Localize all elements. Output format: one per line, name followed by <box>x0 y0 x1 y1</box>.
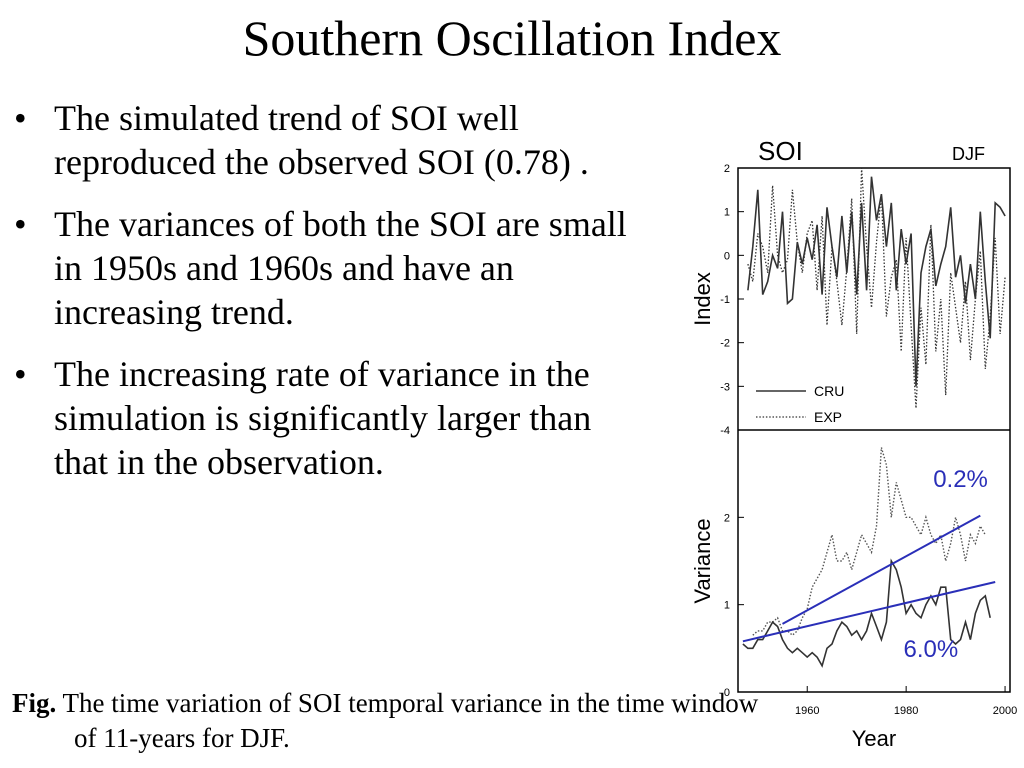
y-tick-label: 2 <box>724 512 730 524</box>
x-axis-label: Year <box>852 726 896 751</box>
y-tick-label: 1 <box>724 207 730 219</box>
cru-trend-annotation: 6.0% <box>904 636 959 663</box>
x-tick-label: 2000 <box>993 705 1017 717</box>
y-tick-label: 2 <box>724 163 730 175</box>
x-tick-label: 1960 <box>795 705 819 717</box>
x-tick-label: 1980 <box>894 705 918 717</box>
y-tick-label: 1 <box>724 600 730 612</box>
soi-panel-subtitle: DJF <box>952 144 985 164</box>
soi-figure-svg: SOI DJF 2 1 0 -1 -2 -3 -4 Index CRU EXP 2 1 0 Variance 1… <box>690 136 1017 751</box>
bullet-text: The increasing rate of variance in the s… <box>54 354 592 482</box>
bullet-text: The variances of both the SOI are small … <box>54 204 627 332</box>
bullet-item: • The increasing rate of variance in the… <box>14 352 654 484</box>
y-tick-label: -1 <box>720 294 730 306</box>
bullet-item: • The variances of both the SOI are smal… <box>14 202 654 334</box>
caption-text: The time variation of SOI temporal varia… <box>62 688 759 753</box>
y-axis-label: Index <box>690 272 715 326</box>
exp-variance-line <box>752 447 986 637</box>
y-tick-label: 0 <box>724 250 730 262</box>
legend-cru-label: CRU <box>814 383 844 399</box>
cru-series-line <box>747 176 1006 387</box>
cru-trend-line <box>742 581 996 643</box>
exp-trend-annotation: 0.2% <box>933 466 988 493</box>
y-tick-label: -4 <box>720 425 730 437</box>
bullet-list: • The simulated trend of SOI well reprod… <box>14 96 654 502</box>
caption-label: Fig. <box>12 688 57 718</box>
exp-series-line <box>747 168 1006 409</box>
slide-title: Southern Oscillation Index <box>242 10 782 66</box>
bullet-symbol: • <box>14 98 27 138</box>
bullet-symbol: • <box>14 354 27 394</box>
exp-trend-line <box>782 514 981 625</box>
soi-panel-title: SOI <box>758 136 803 166</box>
bullet-item: • The simulated trend of SOI well reprod… <box>14 96 654 184</box>
y-tick-label: 0 <box>724 687 730 699</box>
bullet-symbol: • <box>14 204 27 244</box>
legend-exp-label: EXP <box>814 409 842 425</box>
y-tick-label: -3 <box>720 381 730 393</box>
bullet-text: The simulated trend of SOI well reproduc… <box>54 98 589 182</box>
figure-caption: Fig. The time variation of SOI temporal … <box>12 686 764 756</box>
soi-figure: SOI DJF 2 1 0 -1 -2 -3 -4 Index CRU EXP 2 1 0 Variance 1… <box>680 130 1024 768</box>
cru-variance-line <box>742 558 991 668</box>
y-tick-label: -2 <box>720 338 730 350</box>
y-axis-label: Variance <box>690 518 715 603</box>
